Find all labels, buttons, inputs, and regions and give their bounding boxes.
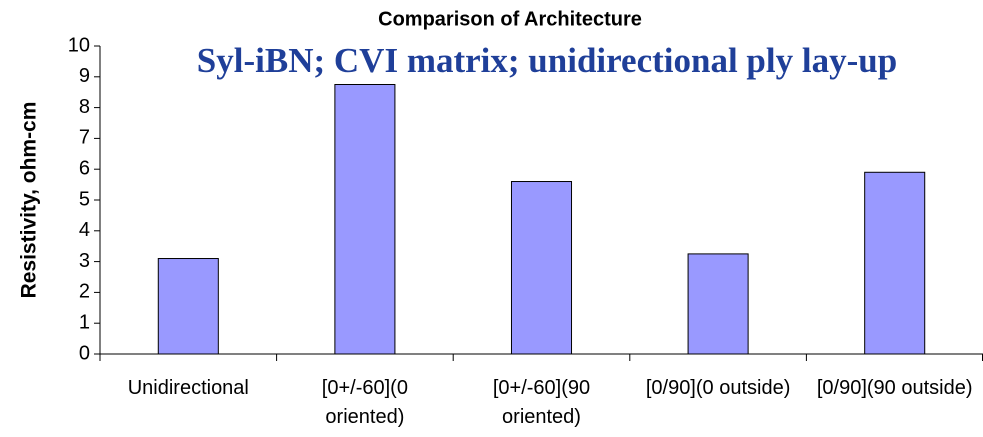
x-tick-label: Unidirectional [127, 377, 249, 399]
y-tick-label: 8 [79, 96, 90, 118]
x-tick-label: [0/90](0 outside) [645, 377, 791, 399]
chart-title: Comparison of Architecture [378, 8, 642, 30]
x-tick-label: [0/90](90 outside) [816, 377, 973, 399]
y-tick-label: 4 [79, 219, 90, 241]
bar [510, 181, 573, 355]
y-axis-label: Resistivity, ohm-cm [18, 102, 41, 299]
bar [334, 84, 396, 355]
bar [157, 258, 219, 355]
x-tick-label: [0+/-60](90 oriented) [492, 377, 591, 428]
annotation: Syl-iBN; CVI matrix; unidirectional ply … [197, 41, 897, 80]
y-tick-label: 3 [79, 250, 90, 272]
bar [687, 253, 749, 355]
y-tick-label: 0 [79, 342, 90, 364]
y-tick-label: 6 [79, 157, 90, 179]
x-tick-label: [0+/-60](0 oriented) [321, 377, 408, 428]
bar [864, 171, 926, 355]
y-tick-label: 9 [79, 65, 90, 87]
y-tick-label: 1 [79, 311, 90, 333]
y-tick-label: 10 [68, 34, 90, 56]
y-tick-label: 5 [79, 188, 90, 210]
y-tick-label: 2 [79, 281, 90, 303]
y-tick-label: 7 [79, 127, 90, 149]
